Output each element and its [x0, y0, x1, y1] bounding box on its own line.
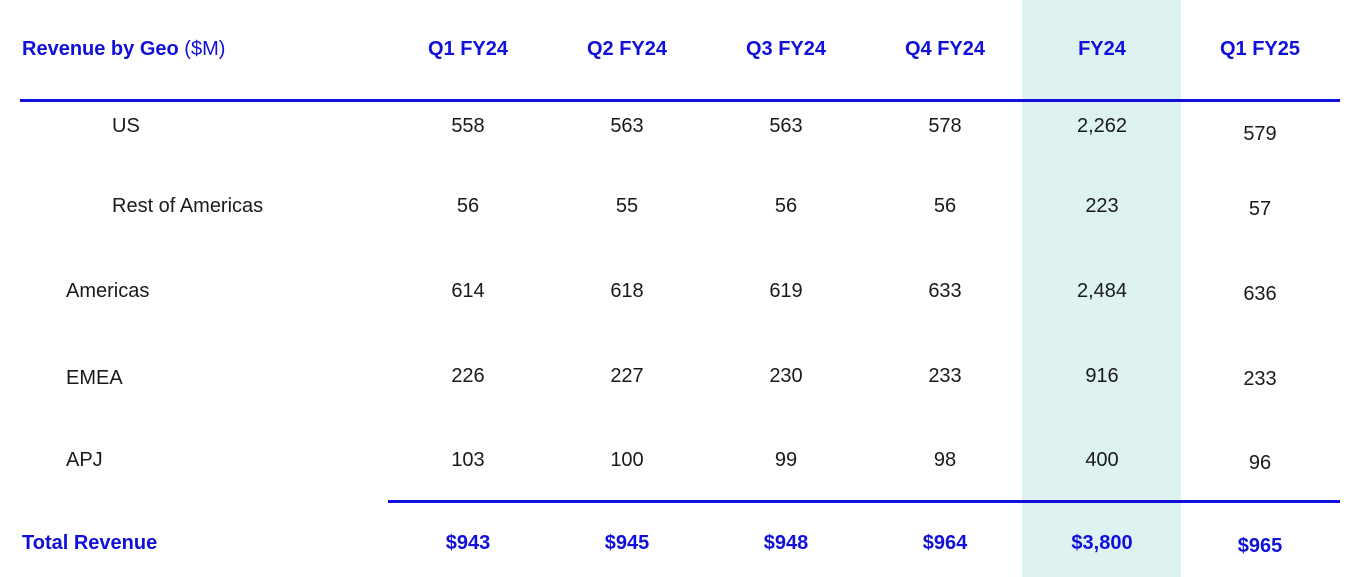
total-cell: $3,800	[1071, 532, 1133, 554]
total-label: Total Revenue	[22, 532, 158, 554]
table-cell: 233	[928, 365, 962, 387]
table-row: APJ 103 100 99 98 400 96	[0, 440, 1358, 480]
table-cell: 103	[451, 449, 485, 471]
table-cell: 619	[769, 280, 803, 302]
table-cell: 56	[933, 195, 957, 217]
total-divider	[388, 500, 1340, 503]
row-label: Rest of Americas	[112, 195, 264, 217]
table-cell: 916	[1085, 365, 1119, 387]
table-cell: 227	[610, 365, 644, 387]
row-label: APJ	[66, 449, 103, 471]
table-cell: 633	[928, 280, 962, 302]
table-cell: 2,484	[1076, 280, 1128, 302]
column-header: Q3 FY24	[745, 38, 827, 60]
table-row: Rest of Americas 56 55 56 56 223 57	[0, 186, 1358, 226]
table-cell: 56	[456, 195, 480, 217]
table-cell: 563	[610, 115, 644, 137]
table-header-row: Revenue by Geo ($M) Q1 FY24 Q2 FY24 Q3 F…	[0, 29, 1358, 69]
column-header: FY24	[1078, 38, 1126, 60]
table-cell: 226	[451, 365, 485, 387]
table-row: US 558 563 563 578 2,262 579	[0, 106, 1358, 146]
header-divider	[20, 99, 1340, 102]
table-cell: 618	[610, 280, 644, 302]
table-cell: 96	[1248, 452, 1272, 474]
table-row: EMEA 226 227 230 233 916 233	[0, 356, 1358, 396]
row-label: US	[112, 115, 140, 137]
column-header: Q1 FY24	[427, 38, 509, 60]
table-cell: 56	[774, 195, 798, 217]
column-header: Q1 FY25	[1219, 38, 1301, 60]
table-cell: 578	[928, 115, 962, 137]
table-cell: 636	[1243, 283, 1277, 305]
table-cell: 230	[769, 365, 803, 387]
total-row: Total Revenue $943 $945 $948 $964 $3,800…	[0, 523, 1358, 563]
table-cell: 98	[933, 449, 957, 471]
table-cell: 400	[1085, 449, 1119, 471]
column-header: Q2 FY24	[586, 38, 668, 60]
table-cell: 563	[769, 115, 803, 137]
column-header: Q4 FY24	[904, 38, 986, 60]
table-cell: 55	[615, 195, 639, 217]
total-cell: $948	[763, 532, 809, 554]
table-cell: 100	[610, 449, 644, 471]
table-title: Revenue by Geo ($M)	[22, 29, 225, 69]
table-cell: 614	[451, 280, 485, 302]
table-cell: 57	[1248, 198, 1272, 220]
total-cell: $943	[445, 532, 491, 554]
table-cell: 233	[1243, 368, 1277, 390]
total-cell: $965	[1237, 535, 1283, 557]
row-label: Americas	[66, 280, 150, 302]
row-label: EMEA	[66, 367, 123, 389]
table-title-text: Revenue by Geo	[22, 38, 179, 60]
table-cell: 579	[1243, 123, 1277, 145]
total-cell: $964	[922, 532, 968, 554]
total-cell: $945	[604, 532, 650, 554]
table-cell: 558	[451, 115, 485, 137]
table-unit: ($M)	[184, 38, 226, 60]
table-cell: 2,262	[1076, 115, 1128, 137]
table-row: Americas 614 618 619 633 2,484 636	[0, 271, 1358, 311]
fy24-highlight-band	[1022, 0, 1181, 577]
table-cell: 99	[774, 449, 798, 471]
table-cell: 223	[1085, 195, 1119, 217]
